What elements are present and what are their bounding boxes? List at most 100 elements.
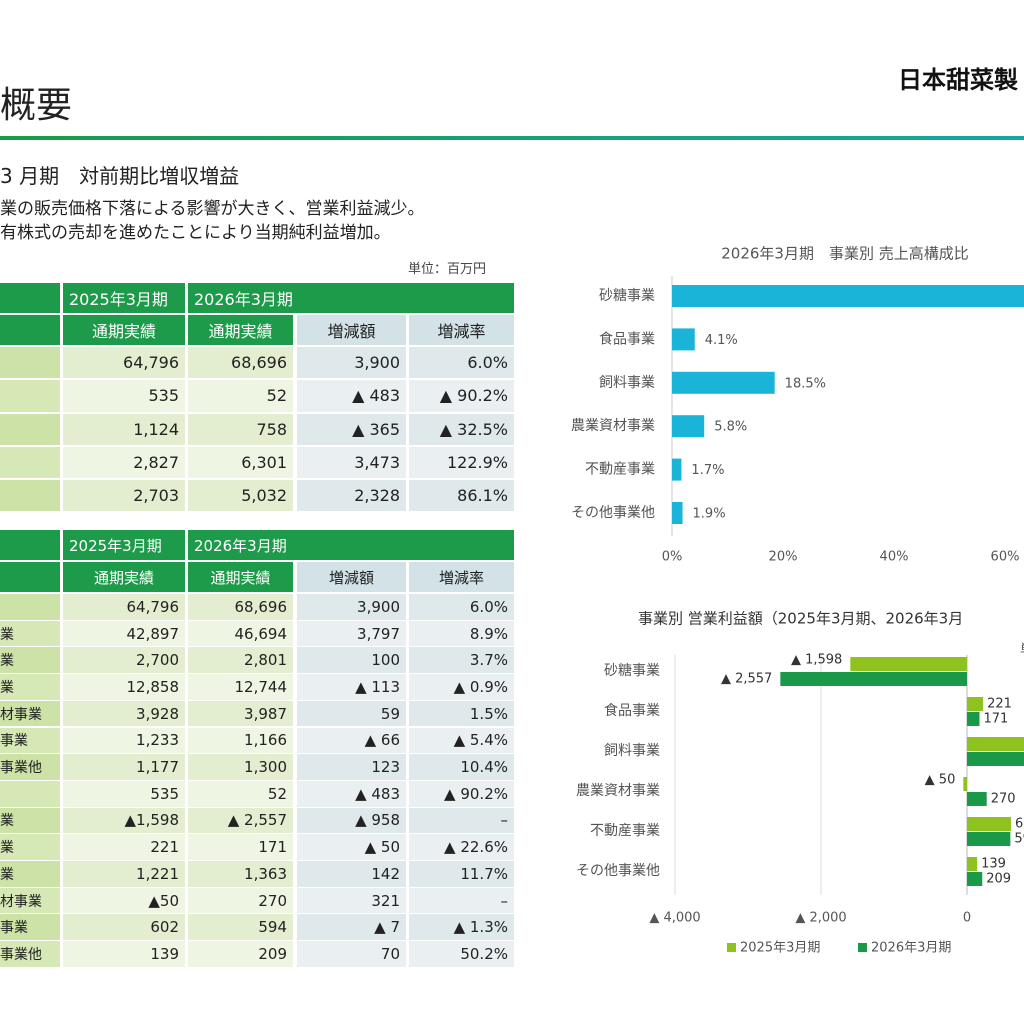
x-tick-label: 0% bbox=[662, 550, 683, 565]
table-cell: 3,797 bbox=[297, 620, 406, 647]
data-label: 270 bbox=[991, 792, 1016, 807]
bar bbox=[967, 832, 1011, 846]
table-cell: ▲ 483 bbox=[297, 380, 406, 412]
table-cell: ▲ 113 bbox=[297, 674, 406, 700]
data-label: 139 bbox=[981, 857, 1006, 872]
headline: 3 月期 対前期比増収増益 bbox=[0, 164, 240, 188]
row-label: 業 bbox=[0, 674, 60, 700]
table-cell: 2,801 bbox=[188, 647, 293, 674]
header-cell bbox=[0, 315, 60, 345]
x-tick-label: 40% bbox=[880, 550, 909, 565]
row-label bbox=[0, 380, 60, 412]
row-label: 材事業 bbox=[0, 700, 60, 727]
category-label: 不動産事業 bbox=[585, 462, 655, 478]
bar bbox=[672, 458, 682, 481]
table-cell: ▲ 2,557 bbox=[188, 807, 293, 834]
table-cell: 122.9% bbox=[409, 446, 514, 479]
bar bbox=[967, 792, 987, 806]
table-cell: ▲ 5.4% bbox=[409, 727, 514, 754]
data-label: 209 bbox=[986, 872, 1011, 887]
logo: 日本甜菜製 bbox=[898, 66, 1018, 94]
table-cell: 1,166 bbox=[188, 727, 293, 754]
data-label: ▲ 1,598 bbox=[791, 653, 842, 668]
table-cell: 594 bbox=[188, 914, 293, 941]
column-header: 通期実績 bbox=[188, 315, 293, 345]
table-cell: 3,928 bbox=[63, 700, 185, 727]
row-label: 事業他 bbox=[0, 754, 60, 780]
table-cell: 42,897 bbox=[63, 620, 185, 647]
table-cell: 123 bbox=[297, 754, 406, 780]
table-cell: 142 bbox=[297, 861, 406, 887]
period-header: 2026年3月期 bbox=[188, 283, 514, 313]
table-cell: 10.4% bbox=[409, 754, 514, 780]
row-label: 業 bbox=[0, 807, 60, 834]
period-header: 2025年3月期 bbox=[63, 530, 185, 560]
row-label: 業 bbox=[0, 834, 60, 860]
table-cell: ▲ 1.3% bbox=[409, 914, 514, 941]
table-cell: 221 bbox=[63, 834, 185, 860]
chart-title: 事業別 営業利益額（2025年3月期、2026年3月 bbox=[638, 610, 963, 628]
legend-swatch bbox=[727, 943, 736, 952]
legend-label: 2026年3月期 bbox=[871, 941, 951, 956]
table-cell: 6.0% bbox=[409, 347, 514, 379]
table-cell: 6.0% bbox=[409, 594, 514, 620]
column-header: 増減額 bbox=[297, 315, 406, 345]
category-label: 農業資材事業 bbox=[576, 783, 660, 799]
table-cell: 1.5% bbox=[409, 700, 514, 727]
table-cell: 12,744 bbox=[188, 674, 293, 700]
column-header: 通期実績 bbox=[63, 315, 185, 345]
table-cell: 3,987 bbox=[188, 700, 293, 727]
table-cell: ▲ 66 bbox=[297, 727, 406, 754]
bar bbox=[967, 697, 984, 711]
table-cell: 59 bbox=[297, 700, 406, 727]
page-title: 概要 bbox=[0, 85, 73, 126]
table-cell: 70 bbox=[297, 941, 406, 967]
data-label: 5.8% bbox=[714, 420, 747, 435]
data-label: 1.7% bbox=[691, 463, 724, 478]
table-cell: 64,796 bbox=[63, 594, 185, 620]
row-label: 事業 bbox=[0, 727, 60, 754]
table-cell: ▲50 bbox=[63, 887, 185, 914]
row-label bbox=[0, 413, 60, 445]
table-cell: 11.7% bbox=[409, 861, 514, 887]
data-label: 602 bbox=[1015, 817, 1024, 832]
table-cell: 64,796 bbox=[63, 347, 185, 379]
category-label: 農業資材事業 bbox=[571, 418, 655, 434]
category-label: 砂糖事業 bbox=[604, 663, 660, 679]
chart-title: 2026年3月期 事業別 売上高構成比 bbox=[721, 245, 969, 263]
bar bbox=[672, 502, 683, 524]
row-label: 業 bbox=[0, 620, 60, 647]
header-cell bbox=[0, 562, 60, 592]
row-label: 事業他 bbox=[0, 941, 60, 967]
table-cell: 50.2% bbox=[409, 941, 514, 967]
bar bbox=[967, 712, 980, 726]
row-label: 業 bbox=[0, 861, 60, 887]
table-cell: ▲ 365 bbox=[297, 413, 406, 445]
table-cell: 2,827 bbox=[63, 446, 185, 479]
data-label: 171 bbox=[983, 712, 1008, 727]
table-cell: 1,124 bbox=[63, 413, 185, 445]
bar bbox=[967, 737, 1024, 751]
table-cell: 1,300 bbox=[188, 754, 293, 780]
table-cell: 3.7% bbox=[409, 647, 514, 674]
category-label: その他事業他 bbox=[571, 505, 655, 521]
table-cell: ▲ 958 bbox=[297, 807, 406, 834]
data-label: 18.5% bbox=[785, 376, 826, 391]
row-label bbox=[0, 347, 60, 379]
table-cell: ▲ 90.2% bbox=[409, 380, 514, 412]
bar bbox=[672, 328, 695, 351]
table-cell: 46,694 bbox=[188, 620, 293, 647]
legend-label: 2025年3月期 bbox=[740, 941, 820, 956]
column-header: 通期実績 bbox=[188, 562, 293, 592]
row-label bbox=[0, 446, 60, 479]
table-cell: ▲ 50 bbox=[297, 834, 406, 860]
data-label: 221 bbox=[987, 697, 1012, 712]
table-cell: 12,858 bbox=[63, 674, 185, 700]
table-cell: ▲ 90.2% bbox=[409, 780, 514, 807]
table-cell: 52 bbox=[188, 380, 293, 412]
x-tick-label: ▲ 2,000 bbox=[795, 911, 846, 926]
category-label: 食品事業 bbox=[599, 330, 655, 347]
x-tick-label: 0 bbox=[963, 911, 971, 926]
